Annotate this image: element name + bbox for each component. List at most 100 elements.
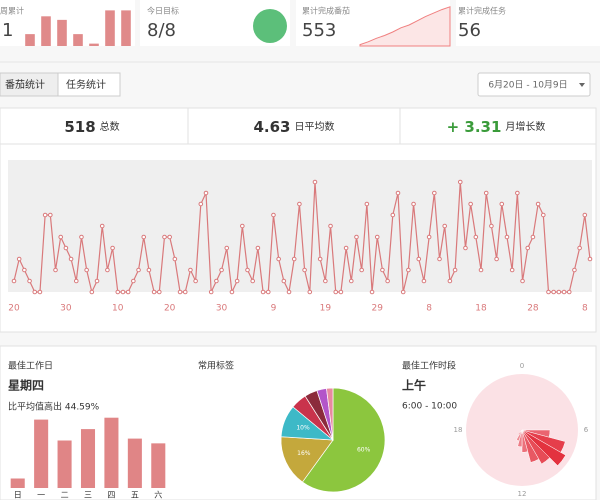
point xyxy=(343,245,349,251)
point xyxy=(354,234,359,240)
tab-label[interactable]: 任务统计 xyxy=(66,78,106,91)
point xyxy=(390,212,396,218)
bar xyxy=(10,478,25,488)
bar xyxy=(105,10,115,46)
slice-label: 10% xyxy=(296,425,310,432)
point xyxy=(115,289,121,295)
point xyxy=(416,256,422,262)
point xyxy=(364,201,370,207)
point xyxy=(105,267,110,273)
sparkline-area xyxy=(359,6,451,47)
point xyxy=(234,278,240,284)
point xyxy=(48,212,53,218)
stat: + 3.31 月增长数 xyxy=(447,118,546,136)
bar xyxy=(121,10,131,46)
bar xyxy=(104,417,119,488)
x-tick-label: 8 xyxy=(426,304,432,314)
bar xyxy=(151,443,166,488)
card-label: 今日目标 xyxy=(147,6,179,16)
point xyxy=(437,256,442,262)
point xyxy=(265,289,271,295)
point xyxy=(457,179,463,185)
point xyxy=(374,234,380,240)
point xyxy=(291,256,297,262)
point xyxy=(338,289,344,295)
point xyxy=(530,234,536,240)
bar xyxy=(57,440,72,488)
point xyxy=(546,289,551,295)
bar xyxy=(80,429,96,488)
slice-label: 16% xyxy=(297,450,311,457)
polar-wedge xyxy=(517,429,523,436)
point xyxy=(447,278,453,284)
point xyxy=(442,223,448,229)
point xyxy=(245,267,250,273)
point xyxy=(509,267,515,273)
tab-label[interactable]: 番茄统计 xyxy=(5,78,45,91)
x-tick-label: 19 xyxy=(320,304,332,314)
point xyxy=(22,267,27,273)
card-value: 56 xyxy=(458,20,481,41)
point xyxy=(421,278,427,284)
point xyxy=(250,278,256,284)
point xyxy=(193,278,198,284)
tab[interactable] xyxy=(57,72,121,97)
point xyxy=(131,278,136,284)
panel-title: 最佳工作日 xyxy=(8,360,53,372)
point xyxy=(182,289,188,295)
stat: 518 总数 xyxy=(64,118,119,136)
point xyxy=(286,289,292,295)
point xyxy=(224,245,230,251)
date-picker[interactable] xyxy=(477,72,591,97)
stat-label: 总数 xyxy=(100,120,120,133)
x-tick-label: 20 xyxy=(164,304,176,314)
stat-value: 4.63 xyxy=(253,118,290,136)
point xyxy=(162,234,167,240)
point xyxy=(63,245,69,251)
stat-value: + 3.31 xyxy=(447,118,502,136)
polar-wedge xyxy=(521,429,529,453)
point xyxy=(494,256,499,262)
polar-wedge xyxy=(521,429,551,465)
point xyxy=(535,201,541,207)
point xyxy=(255,245,261,251)
point xyxy=(276,256,281,262)
x-tick-label: 10 xyxy=(112,304,124,314)
point xyxy=(317,256,323,262)
line xyxy=(13,181,591,295)
point xyxy=(582,212,588,218)
dropdown-icon xyxy=(579,83,585,87)
point xyxy=(229,289,235,295)
point xyxy=(260,289,266,295)
card xyxy=(456,0,600,46)
x-tick-label: 日 xyxy=(14,491,22,500)
point xyxy=(400,289,406,295)
date-range[interactable]: 6月20日 - 10月9日 xyxy=(488,80,567,91)
point xyxy=(426,234,432,240)
point xyxy=(125,289,131,295)
point xyxy=(348,278,354,284)
point xyxy=(478,267,484,273)
point xyxy=(463,245,468,251)
point xyxy=(452,267,458,273)
pie-slice xyxy=(326,387,334,441)
bar xyxy=(34,419,49,488)
point xyxy=(58,234,64,240)
x-tick-label: 29 xyxy=(372,304,384,314)
plot-area xyxy=(8,160,592,292)
x-tick-label: 30 xyxy=(60,304,72,314)
point xyxy=(473,234,479,240)
panel-detail: 6:00 - 10:00 xyxy=(402,402,457,412)
pie-slice xyxy=(280,436,334,483)
point xyxy=(561,289,567,295)
point xyxy=(395,190,401,196)
x-tick-label: 五 xyxy=(131,491,139,500)
point xyxy=(468,201,473,207)
bar xyxy=(127,438,142,488)
x-tick-label: 8 xyxy=(582,304,588,314)
point xyxy=(504,234,510,240)
bar xyxy=(89,43,99,46)
point xyxy=(587,256,593,262)
point xyxy=(520,278,525,284)
point xyxy=(27,278,32,284)
